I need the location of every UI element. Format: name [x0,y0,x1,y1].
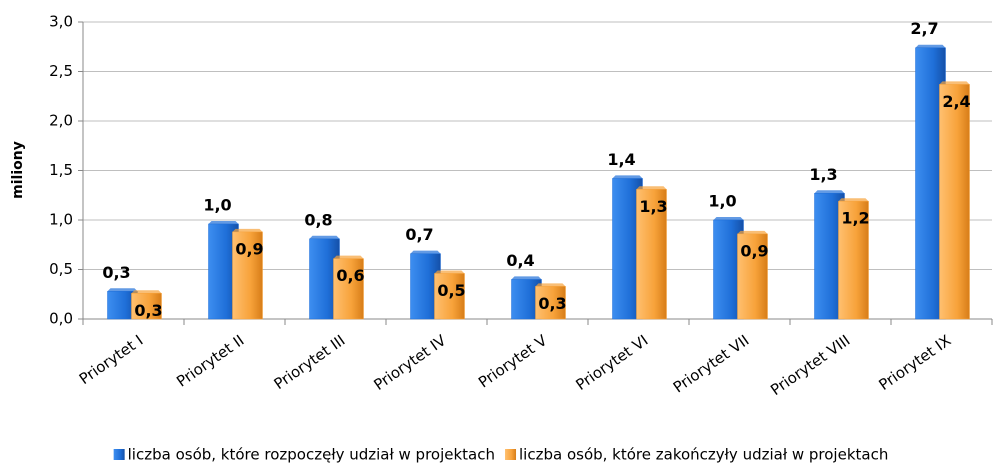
value-label: 0,8 [304,210,332,229]
bar [131,293,162,320]
bar [333,258,364,320]
value-label: 1,3 [809,165,837,184]
bar-top [434,270,465,274]
x-tick-label: Priorytet III [271,331,349,393]
value-label: 0,9 [740,241,768,260]
legend-swatch [113,449,125,460]
x-tick-label: Priorytet VIII [767,331,853,399]
value-label: 0,7 [405,225,433,244]
bar-top [737,230,768,234]
value-label: 0,3 [538,294,566,313]
bar-top [511,276,542,280]
y-tick-label: 2,0 [49,112,73,130]
legend-label: liczba osób, które zakończyły udział w p… [519,446,888,464]
value-label: 1,0 [708,192,736,211]
x-tick-label: Priorytet IV [370,331,450,394]
x-tick-label: Priorytet VI [572,331,651,394]
y-tick-label: 0,5 [49,260,73,278]
bar-top [131,290,162,294]
bar [232,231,263,320]
bar-top [838,198,869,202]
legend-swatch [505,449,517,460]
bar [939,84,970,320]
bar-top [208,220,239,224]
x-tick-label: Priorytet II [173,331,247,390]
value-label: 0,3 [134,301,162,320]
bar-top [636,186,667,190]
bar [737,233,768,320]
bar-top [814,190,845,194]
y-tick-label: 2,5 [49,62,73,80]
bar-top [107,288,138,292]
x-tick-label: Priorytet I [76,331,147,388]
bar-top [333,255,364,259]
y-tick-label: 3,0 [49,13,73,31]
bar-top [612,175,643,179]
bar-top [309,235,340,239]
bar-top [410,250,441,254]
value-label: 1,3 [639,197,667,216]
value-label: 1,4 [607,150,635,169]
x-tick-label: Priorytet VII [670,331,753,396]
value-label: 1,2 [841,209,869,228]
bar-top [713,217,744,220]
value-label: 0,6 [336,266,364,285]
bar-top [915,44,946,48]
bar-top [535,283,566,287]
value-label: 2,7 [910,19,938,38]
y-tick-label: 1,0 [49,211,73,229]
x-tick-label: Priorytet IX [875,331,954,394]
value-label: 0,5 [437,281,465,300]
value-label: 2,4 [942,92,970,111]
value-label: 1,0 [203,195,231,214]
legend-label: liczba osób, które rozpoczęły udział w p… [128,446,495,464]
y-axis-label: miliony [10,141,26,199]
y-tick-label: 1,5 [49,161,73,179]
value-label: 0,3 [102,263,130,282]
bar-top [232,228,263,232]
value-label: 0,9 [235,239,263,258]
x-tick-label: Priorytet V [475,331,551,392]
y-tick-label: 0,0 [49,310,73,328]
value-label: 0,4 [506,251,534,270]
bar [636,189,667,320]
bar-top [939,81,970,85]
bar [535,286,566,320]
